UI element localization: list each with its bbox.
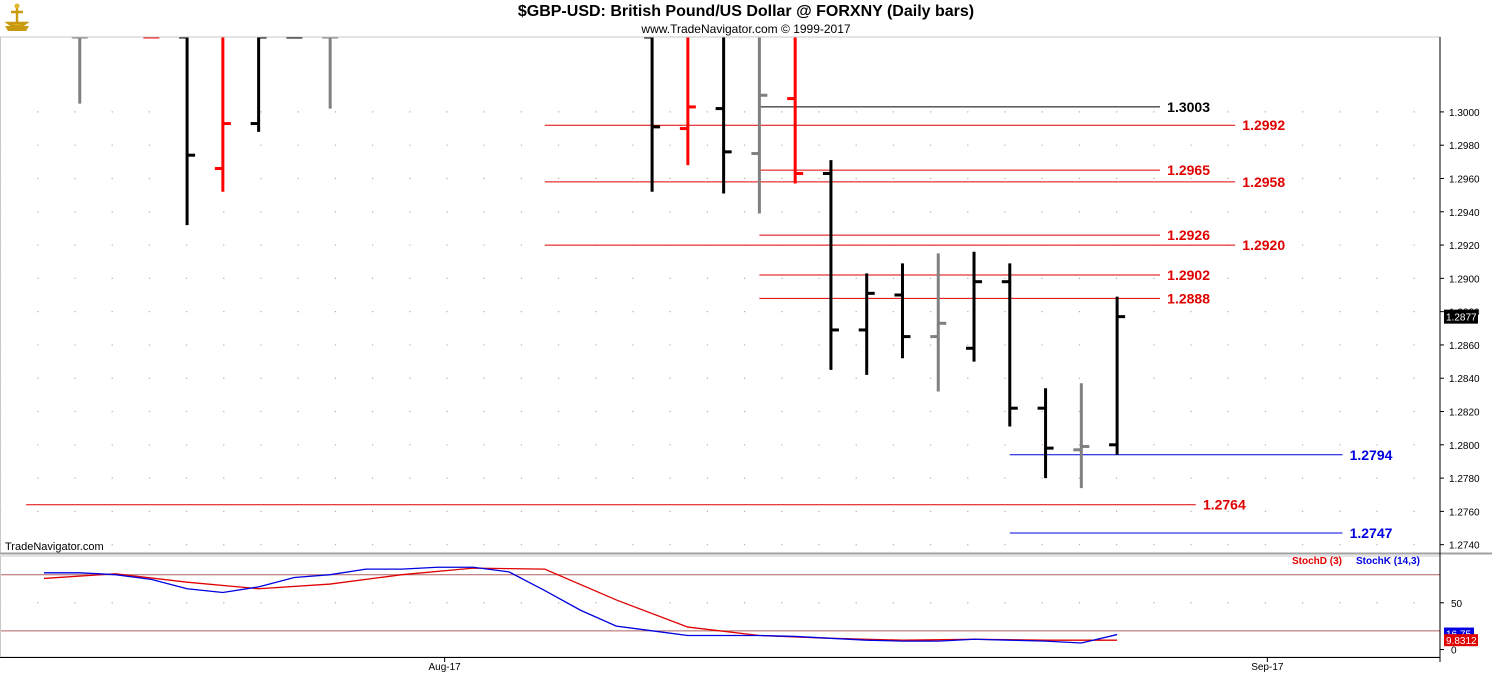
y-tick-label: 1.3000 (1449, 108, 1480, 119)
y-tick-label: 1.2920 (1449, 241, 1480, 252)
watermark: TradeNavigator.com (5, 541, 104, 553)
y-tick-label: 1.2860 (1449, 341, 1480, 352)
main-grid (0, 111, 1440, 546)
y-tick-label: 1.2940 (1449, 208, 1480, 219)
level-lines (26, 106, 1343, 534)
oscillator-grid (0, 574, 1440, 632)
price-bar (1001, 263, 1018, 427)
level-label: 1.2888 (1167, 290, 1210, 306)
level-label: 1.2794 (1350, 447, 1393, 463)
price-bar (966, 251, 983, 362)
y-tick-label: 1.2900 (1449, 274, 1480, 285)
chart-subtitle: www.TradeNavigator.com © 1999-2017 (641, 22, 851, 36)
oscillator-panel-frame (0, 555, 1441, 658)
level-label: 1.2747 (1350, 525, 1393, 541)
y-tick-label: 1.2840 (1449, 374, 1480, 385)
axes: 1.2740 1.2760 1.2780 1.2800 1.2820 1.2840 1.28… (0, 36, 1492, 673)
level-label: 1.2902 (1167, 267, 1210, 283)
last-price-label: 1.2877 (1446, 313, 1477, 324)
level-label: 1.2992 (1242, 117, 1285, 133)
labels: 1.3003 1.2992 1.2965 1.2958 1.2926 1.2920 1.29… (1167, 99, 1420, 567)
price-bar (214, 37, 231, 192)
price-bar (679, 37, 696, 166)
price-bars (0, 0, 1492, 489)
level-label: 1.2920 (1242, 237, 1285, 253)
legend-stochd: StochD (3) (1292, 556, 1342, 567)
y-tick-label: 1.2800 (1449, 441, 1480, 452)
x-tick-label: Sep-17 (1251, 662, 1284, 673)
legend-stochk: StochK (14,3) (1356, 556, 1420, 567)
y-tick-label: 1.2780 (1449, 474, 1480, 485)
level-label: 1.2926 (1167, 227, 1210, 243)
y-tick-label: 50 (1451, 599, 1463, 610)
main-panel-frame (0, 36, 1441, 554)
y-tick-label: 0 (1451, 646, 1457, 657)
y-tick-label: 1.2740 (1449, 541, 1480, 552)
level-label: 1.2965 (1167, 162, 1210, 178)
y-tick-label: 1.2760 (1449, 507, 1480, 518)
price-bar (858, 273, 875, 375)
oscillator-lines (43, 566, 1118, 644)
price-bar (930, 253, 947, 392)
price-bar (822, 160, 839, 370)
price-bar (715, 37, 732, 194)
level-label: 1.2764 (1203, 497, 1246, 513)
price-bar (1037, 388, 1054, 479)
price-bar (322, 35, 339, 109)
y-tick-label: 1.2980 (1449, 141, 1480, 152)
price-bar (894, 263, 911, 359)
stochd-last-box (1444, 634, 1478, 647)
x-tick-label: Aug-17 (428, 662, 461, 673)
y-tick-label: 1.2960 (1449, 174, 1480, 185)
series-line (44, 566, 1118, 644)
price-bar (1073, 383, 1090, 489)
series-line (43, 567, 1118, 641)
price-bar (644, 35, 661, 192)
price-bar (751, 37, 768, 214)
price-bar (787, 37, 804, 184)
price-bar (1109, 296, 1126, 455)
price-bar (71, 35, 88, 104)
stochd-last-label: 9.8312 (1446, 636, 1477, 647)
chart-title: $GBP-USD: British Pound/US Dollar @ FORX… (517, 3, 975, 20)
last-price-box (1444, 309, 1478, 324)
price-bar (179, 35, 196, 226)
level-label: 1.2958 (1242, 174, 1285, 190)
header-strip (0, 0, 1492, 37)
gold-ship-logo-icon (2, 2, 32, 32)
level-label: 1.3003 (1167, 99, 1210, 115)
y-tick-label: 1.2820 (1449, 408, 1480, 419)
price-bar (250, 35, 267, 132)
